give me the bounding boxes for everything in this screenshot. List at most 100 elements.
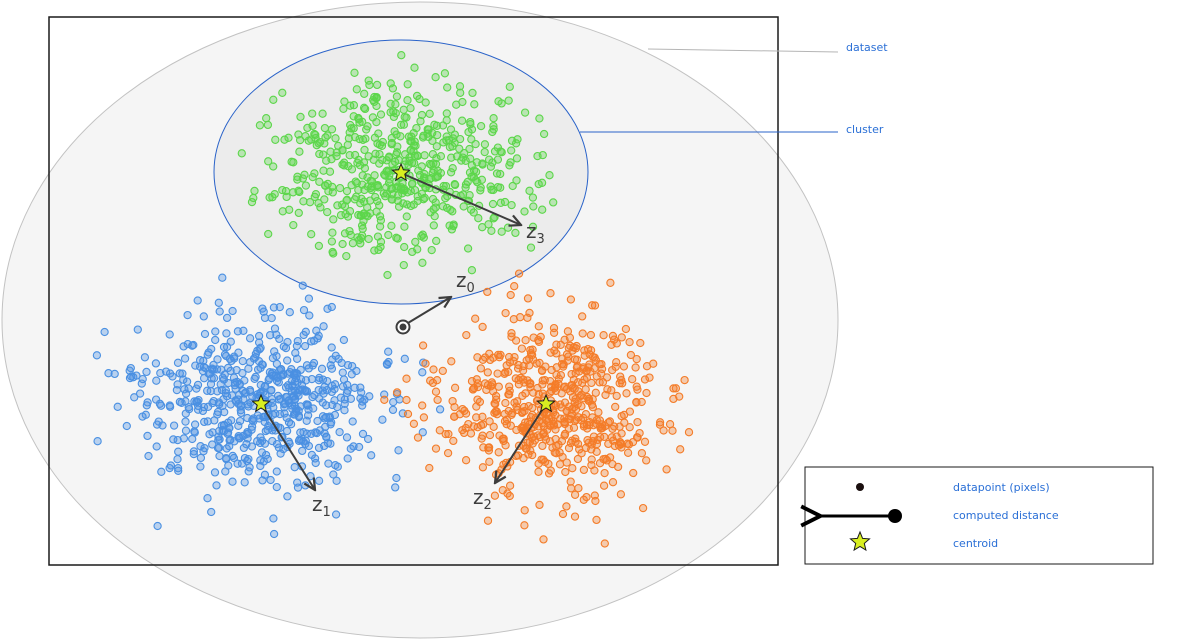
datapoint-green — [378, 155, 387, 165]
centroids — [251, 162, 556, 413]
datapoint-blue — [298, 281, 307, 290]
datapoint-orange — [570, 397, 579, 407]
cluster-annotation: cluster — [846, 123, 884, 136]
datapoint-green — [371, 149, 380, 158]
datapoint-blue — [342, 433, 352, 442]
datapoint-blue — [185, 404, 194, 414]
datapoint-blue — [122, 421, 131, 431]
datapoint-orange — [523, 294, 533, 303]
datapoint-green — [512, 154, 522, 163]
datapoint-green — [346, 230, 355, 240]
datapoint-blue — [336, 393, 346, 402]
datapoint-orange — [534, 467, 543, 476]
datapoint-green — [425, 109, 434, 118]
datapoint-green — [416, 117, 425, 126]
datapoint-green — [489, 114, 498, 123]
datapoint-blue — [220, 350, 230, 359]
datapoint-green — [432, 236, 441, 246]
datapoint-green — [392, 150, 401, 159]
datapoint-orange — [632, 354, 641, 364]
datapoint-blue — [367, 451, 376, 460]
datapoint-orange — [478, 412, 487, 421]
datapoint-orange — [576, 391, 585, 401]
datapoint-blue — [322, 433, 331, 442]
datapoint-green — [340, 97, 349, 106]
datapoint-green — [331, 134, 340, 143]
datapoint-blue — [140, 353, 150, 362]
datapoint-green — [327, 237, 337, 246]
datapoint-green — [349, 101, 359, 110]
datapoint-blue — [282, 413, 291, 422]
datapoint-blue — [221, 389, 230, 398]
datapoint-blue — [189, 447, 199, 456]
datapoint-green — [402, 212, 411, 221]
datapoint-green — [308, 121, 317, 130]
datapoint-orange — [418, 401, 427, 410]
datapoint-blue — [267, 313, 276, 323]
datapoint-dot-icon — [856, 483, 864, 491]
datapoint-orange — [546, 289, 555, 298]
datapoint-orange — [413, 433, 423, 442]
datapoint-blue — [152, 442, 161, 451]
datapoint-blue — [133, 325, 142, 334]
datapoint-orange — [512, 425, 521, 435]
datapoint-blue — [144, 451, 153, 461]
datapoint-green — [383, 166, 392, 175]
datapoint-green — [373, 180, 382, 190]
datapoint-blue — [269, 303, 279, 312]
datapoint-orange — [522, 444, 531, 453]
datapoint-orange — [505, 481, 515, 490]
datapoint-orange — [586, 367, 595, 376]
datapoint-orange — [592, 447, 601, 456]
datapoint-green — [387, 195, 396, 204]
datapoint-green — [467, 135, 476, 144]
datapoint-green — [295, 135, 305, 145]
datapoint-blue — [142, 367, 151, 377]
datapoint-orange — [562, 406, 571, 416]
datapoint-blue — [130, 393, 139, 402]
datapoint-green — [340, 202, 350, 211]
datapoint-orange — [535, 500, 544, 510]
datapoint-orange — [632, 398, 641, 407]
datapoint-orange — [540, 432, 550, 441]
datapoint-green — [534, 179, 543, 189]
datapoint-orange — [421, 359, 430, 368]
datapoint-orange — [625, 423, 634, 432]
datapoint-blue — [332, 476, 341, 485]
datapoint-orange — [485, 457, 494, 466]
datapoint-green — [314, 241, 324, 251]
datapoint-blue — [216, 365, 226, 374]
datapoint-green — [463, 244, 473, 253]
datapoint-green — [399, 105, 408, 114]
datapoint-blue — [265, 368, 275, 377]
datapoint-green — [520, 108, 530, 117]
datapoint-green — [539, 129, 549, 139]
legend-label-centroid: centroid — [953, 537, 998, 550]
datapoint-orange — [529, 333, 538, 342]
datapoint-green — [439, 181, 448, 191]
datapoint-orange — [560, 414, 569, 423]
datapoint-green — [339, 104, 348, 113]
datapoint-green — [461, 183, 470, 192]
datapoint-blue — [394, 446, 403, 455]
datapoint-orange — [578, 364, 588, 374]
datapoint-green — [358, 171, 367, 180]
datapoint-blue — [309, 404, 318, 413]
datapoint-orange — [538, 441, 547, 451]
datapoint-blue — [350, 383, 359, 392]
datapoint-green — [508, 181, 517, 191]
datapoint-green — [348, 239, 358, 248]
datapoint-orange — [569, 423, 579, 432]
datapoint-green — [282, 192, 291, 202]
datapoint-blue — [315, 426, 325, 435]
datapoint-green — [398, 179, 407, 188]
label-z2: z2 — [473, 485, 492, 513]
datapoint-green — [386, 108, 395, 117]
datapoint-orange — [461, 456, 471, 465]
datapoint-green — [280, 135, 289, 144]
datapoint-orange — [590, 491, 599, 500]
datapoint-blue — [331, 461, 340, 470]
datapoint-orange — [425, 463, 434, 473]
datapoint-orange — [565, 333, 575, 342]
datapoint-orange — [599, 331, 608, 340]
